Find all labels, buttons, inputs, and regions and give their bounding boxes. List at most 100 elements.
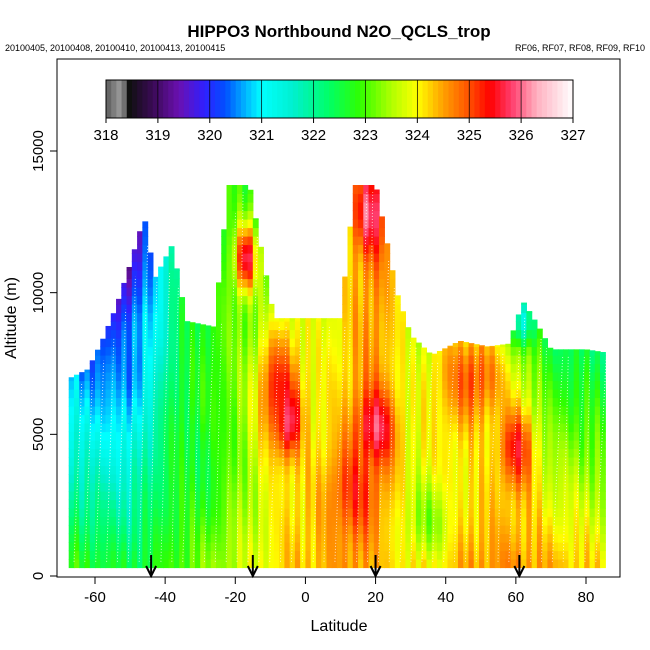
colorbar-swatch (552, 80, 558, 118)
heatmap-cell (263, 516, 270, 526)
heatmap-cell (421, 355, 428, 365)
colorbar-swatch (111, 80, 117, 118)
heatmap-cell (363, 363, 370, 373)
heatmap-cell (536, 431, 543, 441)
heatmap-cell (100, 397, 107, 407)
heatmap-cell (231, 440, 238, 450)
heatmap-cell (131, 431, 138, 441)
heatmap-cell (210, 326, 217, 331)
heatmap-cell (305, 355, 312, 365)
heatmap-cell (237, 287, 243, 297)
heatmap-cell (557, 448, 564, 458)
heatmap-cell (116, 508, 122, 518)
heatmap-cell (436, 491, 443, 501)
heatmap-cell (247, 210, 254, 220)
heatmap-cell (152, 380, 159, 390)
heatmap-cell (463, 355, 470, 365)
colorbar-swatch (547, 80, 553, 118)
heatmap-cell (494, 380, 501, 390)
heatmap-cell (226, 423, 233, 433)
heatmap-cell (300, 321, 307, 331)
heatmap-cell (505, 550, 512, 560)
heatmap-cell (210, 431, 217, 441)
heatmap-cell (189, 423, 196, 433)
heatmap-cell (147, 414, 154, 424)
heatmap-cell (152, 516, 159, 526)
heatmap-cell (137, 304, 143, 314)
heatmap-cell (142, 448, 149, 458)
heatmap-cell (289, 380, 296, 390)
heatmap-cell (137, 525, 143, 535)
heatmap-cell (179, 559, 186, 569)
heatmap-cell (247, 542, 254, 552)
heatmap-cell (389, 278, 396, 288)
flight-track (551, 356, 564, 562)
heatmap-cell (110, 380, 117, 390)
heatmap-cell (194, 414, 201, 424)
heatmap-cell (237, 185, 243, 195)
heatmap-cell (100, 525, 107, 535)
heatmap-cell (173, 482, 180, 492)
heatmap-cell (452, 516, 459, 526)
heatmap-cell (110, 363, 117, 373)
heatmap-cell (421, 533, 428, 543)
heatmap-cell (379, 465, 385, 475)
heatmap-cell (147, 397, 154, 407)
heatmap-cell (258, 516, 264, 526)
heatmap-cell (226, 550, 233, 560)
heatmap-cell (73, 389, 80, 399)
heatmap-cell (184, 321, 191, 331)
heatmap-cell (205, 550, 212, 560)
heatmap-cell (105, 559, 112, 569)
heatmap-cell (189, 474, 196, 484)
heatmap-cell (247, 499, 254, 509)
heatmap-cell (216, 465, 222, 475)
heatmap-cell (310, 321, 317, 331)
heatmap-cell (405, 508, 412, 518)
heatmap-cell (342, 542, 349, 552)
heatmap-cell (247, 550, 254, 560)
heatmap-cell (279, 321, 285, 331)
heatmap-cell (116, 542, 122, 552)
heatmap-cell (394, 406, 401, 416)
heatmap-cell (336, 397, 343, 407)
heatmap-cell (557, 465, 564, 475)
heatmap-cell (547, 508, 554, 518)
heatmap-cell (231, 465, 238, 475)
heatmap-cell (137, 423, 143, 433)
heatmap-cell (536, 474, 543, 484)
heatmap-cell (242, 363, 249, 373)
heatmap-cell (594, 508, 601, 518)
heatmap-cell (421, 414, 428, 424)
heatmap-cell (557, 542, 564, 552)
heatmap-cell (352, 346, 359, 356)
heatmap-cell (547, 440, 554, 450)
heatmap-cell (563, 533, 570, 543)
heatmap-cell (142, 516, 149, 526)
heatmap-cell (600, 525, 606, 535)
flight-track (95, 360, 105, 562)
heatmap-cell (226, 457, 233, 467)
heatmap-cell (394, 431, 401, 441)
heatmap-cell (342, 550, 349, 560)
heatmap-cell (352, 550, 359, 560)
heatmap-cell (200, 440, 207, 450)
heatmap-cell (363, 431, 370, 441)
heatmap-cell (147, 406, 154, 416)
heatmap-cell (584, 440, 591, 450)
heatmap-cell (158, 312, 164, 322)
heatmap-cell (105, 372, 112, 382)
heatmap-cell (289, 499, 296, 509)
heatmap-cell (158, 499, 164, 509)
heatmap-cell (542, 406, 549, 416)
heatmap-cell (326, 321, 333, 331)
heatmap-cell (536, 346, 543, 356)
colorbar-swatch (391, 80, 398, 118)
heatmap-cell (468, 474, 475, 484)
heatmap-cell (321, 482, 328, 492)
heatmap-cell (126, 338, 133, 348)
heatmap-cell (515, 321, 522, 331)
heatmap-cell (542, 533, 549, 543)
heatmap-cell (415, 508, 422, 518)
heatmap-cell (500, 448, 506, 458)
